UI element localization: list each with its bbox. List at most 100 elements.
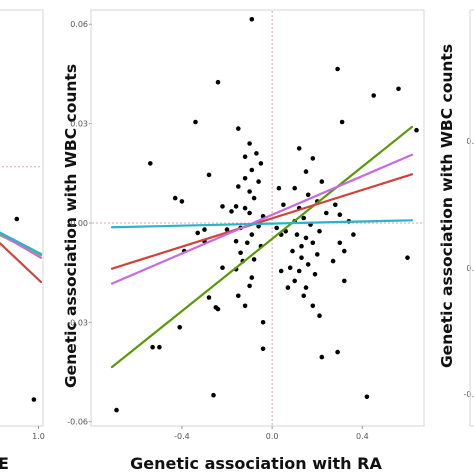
data-point <box>405 255 410 260</box>
data-point <box>274 225 280 231</box>
data-point <box>299 243 304 249</box>
data-point <box>245 240 250 246</box>
data-point <box>276 185 282 191</box>
data-point <box>150 344 155 350</box>
data-point <box>254 151 259 156</box>
data-point <box>247 283 252 289</box>
data-point <box>303 169 309 174</box>
center-panel: Genetic association with WBC counts 0.06… <box>62 9 425 473</box>
data-point <box>236 184 241 189</box>
regression-line <box>0 231 43 256</box>
regression-line <box>0 232 43 259</box>
data-point <box>177 325 182 330</box>
data-point <box>236 126 241 131</box>
data-point <box>414 127 419 133</box>
center-x-axis-title: Genetic association with RA <box>130 454 382 473</box>
data-point <box>351 232 356 237</box>
regression-line <box>110 173 414 270</box>
data-point <box>335 349 340 355</box>
right-panel: Genetic association with WBC counts 0.0.… <box>438 9 474 427</box>
data-point <box>337 240 343 246</box>
data-point <box>236 293 241 299</box>
data-point <box>249 275 255 280</box>
x-tick-label: 0.0 <box>266 432 279 441</box>
regression-line <box>110 219 414 229</box>
data-point <box>292 278 298 284</box>
data-point <box>193 119 198 125</box>
data-point <box>310 156 316 161</box>
data-point <box>195 230 200 236</box>
data-point <box>335 66 340 72</box>
data-point <box>342 278 347 284</box>
data-point <box>324 210 329 216</box>
data-point <box>296 268 302 274</box>
data-point <box>256 179 261 184</box>
data-point <box>220 204 225 209</box>
center-panel-border <box>90 9 425 427</box>
data-point <box>14 216 20 222</box>
data-point <box>260 320 266 325</box>
data-point <box>278 268 284 274</box>
data-point <box>364 394 370 400</box>
data-point <box>317 313 322 319</box>
data-point <box>294 232 300 237</box>
data-point <box>310 303 316 309</box>
data-point <box>299 255 304 260</box>
data-point <box>342 248 347 254</box>
left-fit-lines <box>0 231 43 284</box>
data-point <box>211 392 216 398</box>
data-point <box>333 202 338 208</box>
data-point <box>396 86 401 92</box>
data-point <box>287 265 293 271</box>
data-point <box>179 199 185 204</box>
data-point <box>301 215 307 221</box>
data-point <box>281 202 286 208</box>
data-point <box>371 93 377 98</box>
left-panel-border <box>0 9 44 427</box>
data-point <box>215 79 221 85</box>
data-point <box>296 146 302 151</box>
data-point <box>157 344 162 350</box>
data-point <box>251 195 257 201</box>
data-point <box>256 224 261 229</box>
data-point <box>249 232 255 237</box>
data-point <box>249 17 255 22</box>
data-point <box>319 354 325 360</box>
data-point <box>260 346 266 352</box>
data-point <box>247 210 252 216</box>
data-point <box>206 172 212 178</box>
x-tick-label: 1.0 <box>32 432 45 441</box>
y-tick-label: 0.06 <box>70 20 88 29</box>
data-point <box>242 303 248 309</box>
regression-line <box>110 125 414 369</box>
data-point <box>249 167 255 173</box>
y-tick-label: -0.03 <box>67 318 88 327</box>
x-tick-label: -0.4 <box>174 432 190 441</box>
data-point <box>339 119 345 125</box>
data-point <box>292 185 298 191</box>
data-point <box>247 141 252 146</box>
x-tick-label: 0.4 <box>356 432 369 441</box>
data-point <box>148 161 153 166</box>
center-y-axis-title: Genetic association with WBC counts <box>62 64 80 388</box>
center-x-ticks: -0.4 0.0 0.4 <box>174 426 369 441</box>
y-tick-label: 0.00 <box>70 219 88 228</box>
data-point <box>305 262 311 267</box>
data-point <box>242 205 248 211</box>
data-point <box>317 228 322 234</box>
regression-line <box>110 153 414 285</box>
right-panel-border <box>469 9 474 427</box>
data-point <box>258 161 264 166</box>
data-point <box>301 293 307 299</box>
data-point <box>220 265 225 271</box>
data-point <box>114 407 119 413</box>
data-point <box>312 272 318 277</box>
data-point <box>233 204 239 209</box>
data-point <box>285 285 291 290</box>
data-point <box>319 179 325 184</box>
data-point <box>303 285 309 290</box>
data-point <box>233 238 239 244</box>
data-point <box>31 397 37 402</box>
data-point <box>290 248 295 254</box>
